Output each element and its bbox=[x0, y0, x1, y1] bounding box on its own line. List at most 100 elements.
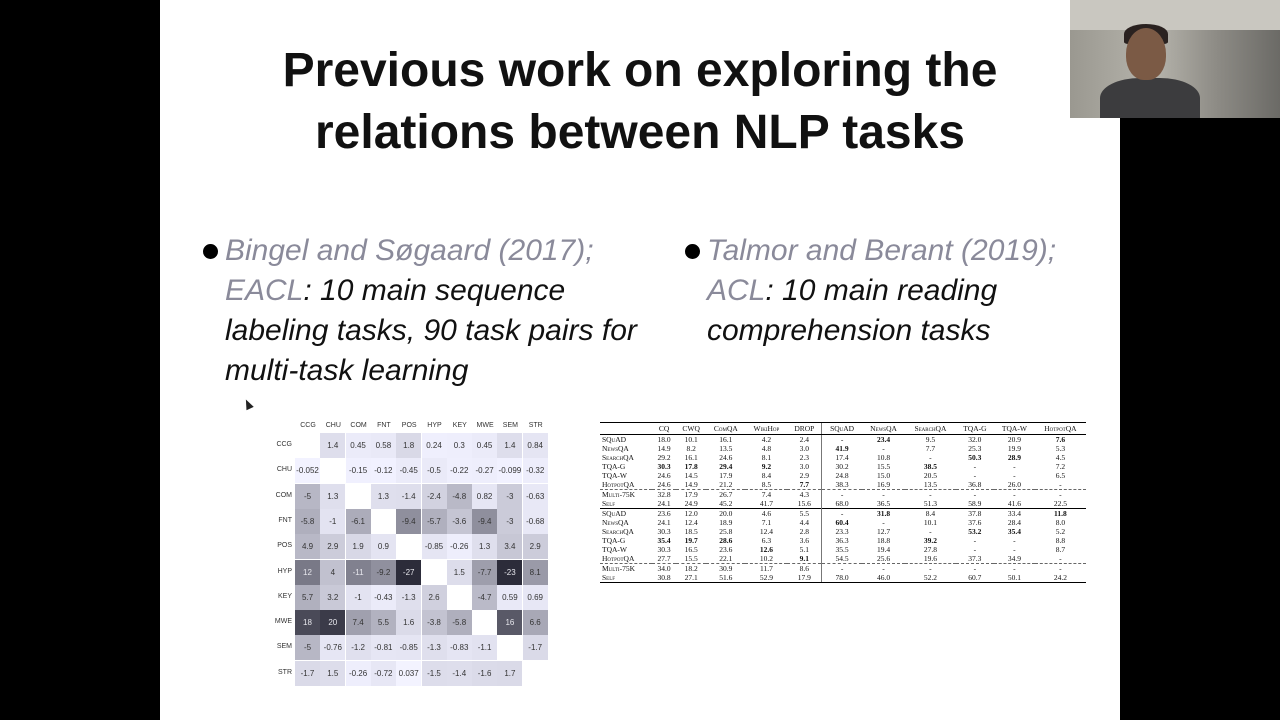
table-cell: 34.0 bbox=[652, 563, 677, 573]
table-cell: 37.8 bbox=[955, 508, 995, 518]
heatmap-col-label: STR bbox=[528, 422, 543, 429]
mouse-cursor-icon bbox=[242, 397, 254, 411]
heatmap-cell bbox=[497, 635, 523, 661]
heatmap-cell: -7.7 bbox=[472, 559, 498, 585]
heatmap-cell: -0.72 bbox=[370, 660, 396, 686]
heatmap-cell: 5.7 bbox=[295, 584, 320, 610]
table-row-label: Multi-75K bbox=[600, 563, 652, 573]
table-cell: 26.0 bbox=[1007, 480, 1021, 489]
table-row: Self 24.1 24.9 45.2 41.7 15.6 68.0 36.5 51.3 58.9… bbox=[600, 499, 1086, 509]
heatmap-cell bbox=[320, 458, 346, 484]
heatmap-cell: -0.15 bbox=[345, 458, 371, 484]
heatmap-cell: 1.7 bbox=[497, 660, 523, 686]
reading-comprehension-table: CQ CWQ ComQA WikiHop DROP SQuAD NewsQA SearchQA… bbox=[600, 422, 1086, 583]
heatmap-cell: -0.76 bbox=[320, 635, 346, 661]
heatmap-cell: -0.85 bbox=[396, 635, 422, 661]
heatmap-cell: 0.82 bbox=[472, 483, 498, 509]
table-row-label: SearchQA bbox=[602, 527, 634, 536]
heatmap-cell: -1.4 bbox=[396, 483, 422, 509]
heatmap-cell: 0.037 bbox=[396, 660, 422, 686]
table-cell: 6.3 bbox=[761, 536, 772, 545]
heatmap-row-label: HYP bbox=[277, 567, 292, 575]
table-cell: 4.5 bbox=[1055, 453, 1066, 462]
table-header-cell: WikiHop bbox=[745, 422, 788, 435]
table-cell: - bbox=[861, 489, 906, 499]
table-row-label: NewsQA bbox=[602, 444, 629, 453]
table-header-cell: SearchQA bbox=[905, 422, 956, 435]
heatmap-cell: 3.4 bbox=[497, 534, 523, 560]
heatmap-col-label: CCG bbox=[300, 422, 316, 429]
table-cell: 36.8 bbox=[968, 480, 982, 489]
heatmap-col-label: FNT bbox=[377, 422, 391, 429]
heatmap-cell: -1.5 bbox=[421, 660, 447, 686]
table-cell: - bbox=[973, 462, 977, 471]
table-cell: 17.9 bbox=[676, 489, 707, 499]
table-cell: 31.8 bbox=[861, 508, 906, 518]
table-cell: 16.1 bbox=[684, 453, 698, 462]
heatmap-cell: -1.2 bbox=[345, 635, 371, 661]
heatmap-cell: -5 bbox=[295, 635, 320, 661]
table-cell: - bbox=[861, 563, 906, 573]
heatmap-cell: -1.7 bbox=[522, 635, 548, 661]
table-cell: 2.4 bbox=[799, 435, 810, 444]
bullet-citation: Bingel and Søgaard (2017); EACL bbox=[225, 234, 594, 307]
table-header-cell: ComQA bbox=[706, 422, 746, 435]
table-header-cell bbox=[600, 422, 652, 435]
table-cell: 30.2 bbox=[821, 462, 862, 471]
heatmap-cell bbox=[345, 483, 371, 509]
table-cell: 24.6 bbox=[719, 453, 733, 462]
heatmap-cell: -0.43 bbox=[370, 584, 396, 610]
table-cell: 29.4 bbox=[719, 462, 733, 471]
table-cell: 27.8 bbox=[923, 545, 937, 554]
table-cell: 50.1 bbox=[994, 573, 1035, 583]
table-header-cell: TQA-G bbox=[955, 422, 995, 435]
heatmap-cell: 18 bbox=[295, 610, 320, 636]
heatmap-cell: 1.4 bbox=[497, 433, 523, 458]
heatmap-cell: -1 bbox=[345, 584, 371, 610]
table-cell: 46.0 bbox=[861, 573, 906, 583]
table-row-label: NewsQA bbox=[602, 518, 629, 527]
table-cell: 9.5 bbox=[925, 435, 936, 444]
heatmap-row-label: POS bbox=[277, 542, 292, 550]
table-cell: 3.0 bbox=[799, 444, 810, 453]
webcam-ceiling bbox=[1070, 0, 1280, 30]
heatmap-cell: 6.6 bbox=[522, 610, 548, 636]
heatmap-cell: -5.8 bbox=[295, 508, 320, 534]
heatmap-cell: 1.8 bbox=[396, 433, 422, 458]
table-header-cell: CWQ bbox=[676, 422, 707, 435]
table-cell: 8.4 bbox=[761, 471, 772, 480]
table-row: SearchQA 29.2 16.1 24.6 8.1 2.3 17.4 10.8 - 50.3 2… bbox=[600, 453, 1086, 462]
heatmap-cell: -1 bbox=[320, 508, 346, 534]
table-cell: 8.0 bbox=[1055, 518, 1066, 527]
heatmap-row-label: CCG bbox=[276, 441, 292, 448]
table-cell: 2.9 bbox=[799, 471, 810, 480]
table-cell: 15.5 bbox=[684, 554, 698, 563]
heatmap-cell: 0.24 bbox=[421, 433, 447, 458]
heatmap-cell: -0.052 bbox=[295, 458, 320, 484]
table-cell: 7.1 bbox=[761, 518, 772, 527]
heatmap-cell: 2.9 bbox=[522, 534, 548, 560]
table-cell: 41.6 bbox=[1007, 499, 1021, 508]
heatmap-cell: -5.8 bbox=[446, 610, 472, 636]
bullet-citation: Talmor and Berant (2019); ACL bbox=[707, 234, 1057, 307]
bullet-dot-icon bbox=[203, 244, 218, 259]
table-cell: 17.9 bbox=[719, 471, 733, 480]
table-cell: 4.8 bbox=[761, 444, 772, 453]
table-cell: 37.6 bbox=[968, 518, 982, 527]
table-cell: - bbox=[1013, 462, 1016, 471]
table-row-label: SQuAD bbox=[600, 508, 652, 518]
table-row: HotpotQA 24.6 14.9 21.2 8.5 7.7 38.3 16.9 13.5 36… bbox=[600, 480, 1086, 490]
table-cell: - bbox=[994, 489, 1035, 499]
heatmap-cell: -1.4 bbox=[446, 660, 472, 686]
table-cell: 22.5 bbox=[1053, 499, 1067, 508]
table-cell: 60.4 bbox=[821, 518, 862, 527]
table-cell: - bbox=[973, 545, 977, 554]
heatmap-cell: -1.3 bbox=[421, 635, 447, 661]
table-cell: - bbox=[905, 489, 956, 499]
heatmap-cell bbox=[295, 433, 320, 458]
table-cell: 8.2 bbox=[686, 444, 696, 453]
heatmap-cell: -1.1 bbox=[472, 635, 498, 661]
table-cell: 12.4 bbox=[759, 527, 773, 536]
table-cell: 38.3 bbox=[821, 480, 862, 490]
heatmap-cell: -9.2 bbox=[370, 559, 396, 585]
